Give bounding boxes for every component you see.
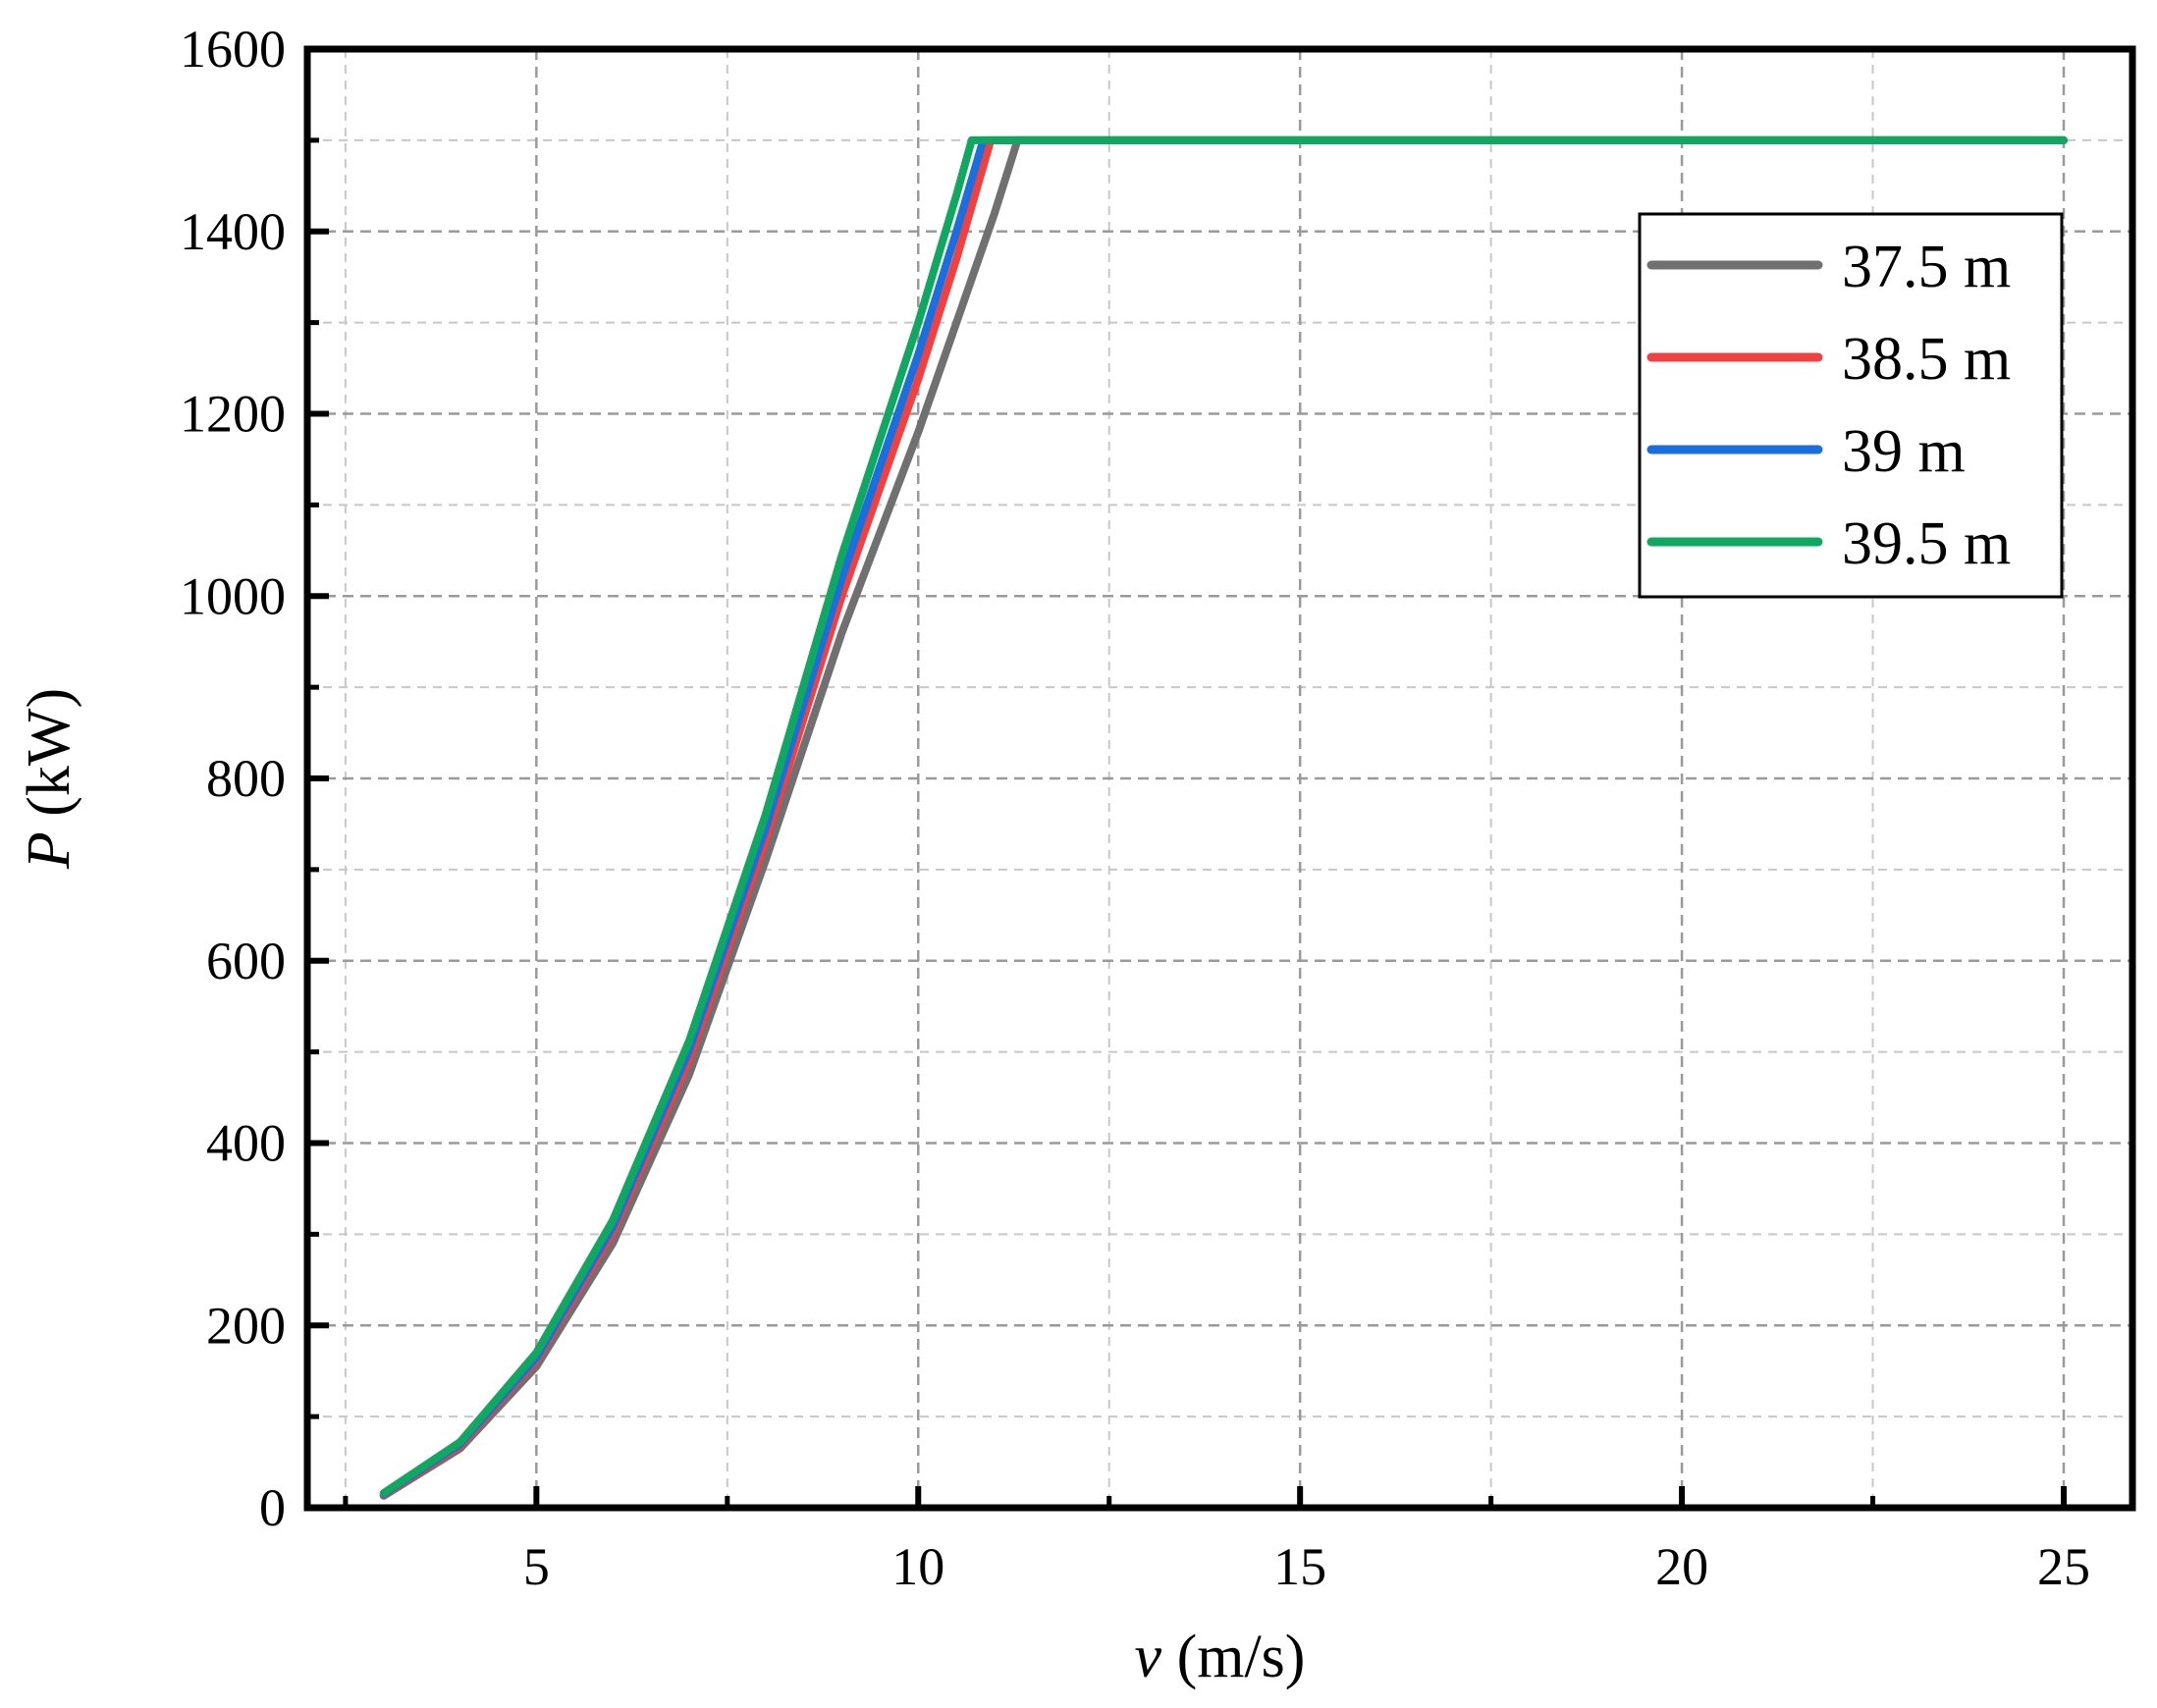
y-tick-label: 1400 (180, 202, 286, 261)
y-axis-title: P (kW) (16, 688, 82, 870)
legend-label-2: 39 m (1842, 418, 1966, 485)
x-tick-label: 5 (523, 1537, 550, 1596)
legend-label-3: 39.5 m (1842, 510, 2011, 577)
axes (303, 45, 2136, 1512)
x-axis-title: v (m/s) (1135, 1624, 1306, 1690)
y-tick-label: 1000 (180, 566, 286, 625)
legend: 37.5 m 38.5 m 39 m 39.5 m (1638, 212, 2064, 599)
y-tick-label: 800 (206, 749, 286, 808)
y-tick-label: 400 (206, 1114, 286, 1173)
legend-label-0: 37.5 m (1842, 234, 2011, 300)
x-tick-label: 25 (2037, 1537, 2090, 1596)
series-line-3 (379, 135, 2068, 1498)
x-tick-label: 10 (891, 1537, 944, 1596)
tick-labels: 5 10 15 20 25 0 200 400 600 800 1000 1200 1400 1600 (180, 20, 2090, 1596)
y-tick-label: 1600 (180, 20, 286, 79)
legend-label-1: 38.5 m (1842, 326, 2011, 393)
y-axis-symbol: P (16, 831, 82, 870)
legend-box (1638, 212, 2064, 599)
x-axis-unit: (m/s) (1161, 1624, 1305, 1690)
x-tick-label: 15 (1273, 1537, 1326, 1596)
y-tick-label: 200 (206, 1296, 286, 1355)
y-axis-unit: (kW) (16, 688, 82, 831)
y-tick-label: 600 (206, 932, 286, 990)
x-axis-symbol: v (1135, 1624, 1162, 1690)
y-tick-label: 1200 (180, 385, 286, 444)
series-lines (379, 135, 2068, 1500)
y-tick-label: 0 (259, 1478, 286, 1537)
x-tick-label: 20 (1655, 1537, 1708, 1596)
